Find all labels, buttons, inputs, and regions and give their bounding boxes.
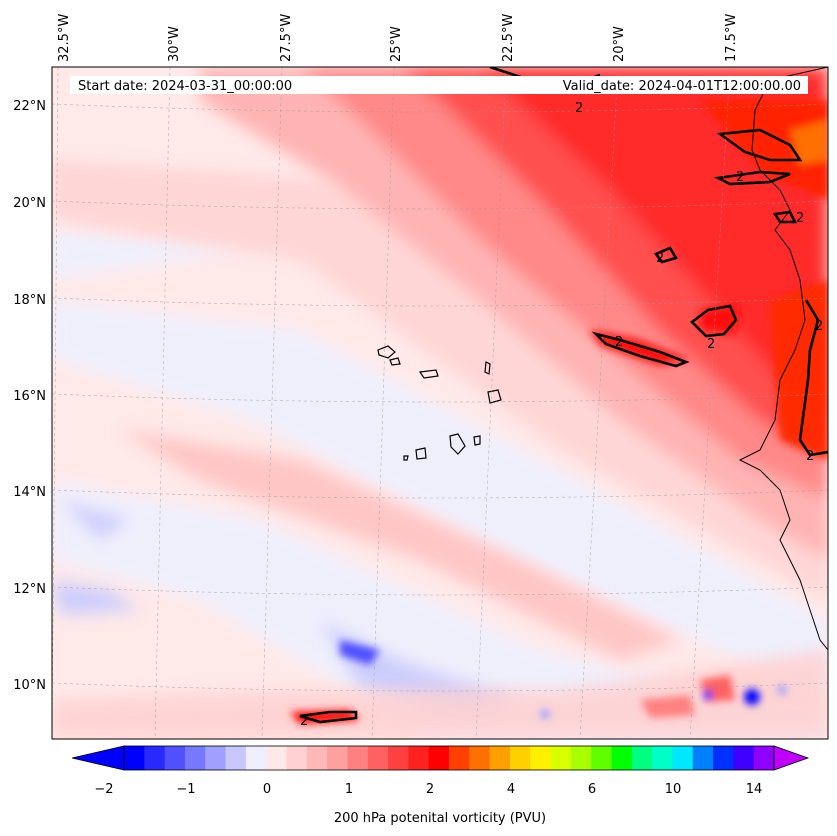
colorbar-segment <box>266 746 287 770</box>
lat-label: 22°N <box>13 99 46 114</box>
colorbar-tick: 10 <box>665 782 682 797</box>
colorbar-segment <box>408 746 430 770</box>
colorbar-segment <box>692 746 714 770</box>
svg-text:2: 2 <box>656 251 664 266</box>
colorbar-tick: 14 <box>746 782 763 797</box>
colorbar-segment <box>733 746 755 770</box>
contour-labels: 2 2 2 2 2 2 2 2 2 <box>300 101 823 729</box>
map-frame <box>51 66 829 740</box>
colorbar-tick: 4 <box>507 782 515 797</box>
svg-text:2: 2 <box>575 101 583 116</box>
lon-label: 22.5°W <box>501 14 516 62</box>
colorbar-segment <box>449 746 470 770</box>
valid-date-label: Valid_date: 2024-04-01T12:00:00.00 <box>563 79 801 94</box>
lat-label: 18°N <box>13 293 46 308</box>
colorbar-label: 200 hPa potenital vorticity (PVU) <box>334 811 546 826</box>
colorbar-segment <box>367 746 389 770</box>
colorbar-segment <box>530 746 552 770</box>
start-date-label: Start date: 2024-03-31_00:00:00 <box>78 79 292 94</box>
colorbar-segment <box>225 746 247 770</box>
colorbar-segment <box>306 746 328 770</box>
colorbar-segment <box>124 746 145 770</box>
colorbar-segment <box>347 746 369 770</box>
lat-label: 10°N <box>13 678 46 693</box>
colorbar-tick: 2 <box>426 782 434 797</box>
colorbar-extend-low <box>71 745 125 771</box>
islands <box>377 345 502 461</box>
svg-text:2: 2 <box>615 335 623 350</box>
lat-label: 16°N <box>13 389 46 404</box>
colorbar-segment <box>164 746 186 770</box>
colorbar-segment <box>184 746 206 770</box>
graticule <box>52 67 828 739</box>
colorbar-segment <box>509 746 531 770</box>
colorbar-ticks: −2 −1 0 1 2 4 6 10 14 <box>94 782 762 797</box>
colorbar-tick: −1 <box>176 782 195 797</box>
lon-label: 17.5°W <box>724 14 739 62</box>
lon-label: 20°W <box>612 26 627 62</box>
lon-label: 32.5°W <box>57 14 72 62</box>
svg-text:2: 2 <box>736 170 744 185</box>
colorbar-segment <box>489 746 511 770</box>
svg-text:2: 2 <box>806 449 814 464</box>
colorbar-segment <box>611 746 633 770</box>
lon-label: 25°W <box>389 26 404 62</box>
colorbar-segment <box>672 746 694 770</box>
colorbar-segment <box>388 746 409 770</box>
lat-label: 20°N <box>13 196 46 211</box>
svg-text:2: 2 <box>707 337 715 352</box>
svg-text:2: 2 <box>300 714 308 729</box>
colorbar-extend-high <box>773 745 810 771</box>
colorbar <box>71 745 810 771</box>
colorbar-frame <box>123 745 775 771</box>
colorbar-segment <box>591 746 612 770</box>
valid-date-box <box>320 76 808 94</box>
coastline <box>738 67 828 651</box>
colorbar-tick: 0 <box>263 782 271 797</box>
colorbar-segment <box>652 746 673 770</box>
colorbar-segment <box>713 746 734 770</box>
colorbar-segment <box>753 746 775 770</box>
lon-label: 30°W <box>167 26 182 62</box>
lat-label: 14°N <box>13 485 46 500</box>
start-date-box <box>70 76 320 94</box>
colorbar-segment <box>469 746 491 770</box>
colorbar-segment <box>245 746 267 770</box>
colorbar-tick: 6 <box>588 782 596 797</box>
colorbar-segment <box>286 746 308 770</box>
colorbar-segment <box>428 746 450 770</box>
svg-text:2: 2 <box>815 319 823 334</box>
colorbar-segment <box>570 746 592 770</box>
pv-field: 2 2 2 2 2 2 2 2 2 <box>52 67 828 739</box>
colorbar-segment <box>631 746 653 770</box>
lon-labels: 32.5°W 30°W 27.5°W 25°W 22.5°W 20°W 17.5… <box>57 14 739 62</box>
colorbar-tick: 1 <box>345 782 353 797</box>
colorbar-segment <box>550 746 572 770</box>
svg-text:2: 2 <box>796 211 804 226</box>
colorbar-tick: −2 <box>94 782 113 797</box>
lat-labels: 22°N 20°N 18°N 16°N 14°N 12°N 10°N <box>13 99 46 693</box>
colorbar-segment <box>144 746 166 770</box>
colorbar-segment <box>205 746 227 770</box>
lon-label: 27.5°W <box>279 14 294 62</box>
colorbar-segment <box>327 746 348 770</box>
lat-label: 12°N <box>13 582 46 597</box>
